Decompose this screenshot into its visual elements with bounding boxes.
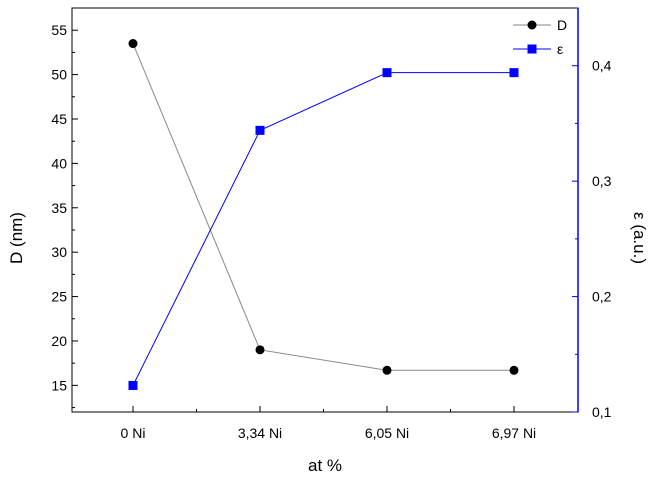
left-tick-label: 45 <box>51 111 67 127</box>
right-tick-label: 0,3 <box>592 173 612 189</box>
data-point-d <box>382 365 392 375</box>
data-point-epsilon <box>255 125 265 135</box>
left-tick-label: 30 <box>51 244 67 260</box>
legend-label: D <box>557 17 567 33</box>
x-tick-label: 0 Ni <box>121 425 146 441</box>
data-point-epsilon <box>509 68 519 78</box>
right-axis-title: ε (a.u.) <box>630 212 649 264</box>
series-line-d <box>132 43 514 371</box>
right-tick-label: 0,1 <box>592 404 612 420</box>
series-layer <box>128 39 519 390</box>
series-line-epsilon <box>132 72 514 386</box>
x-axis: 0 Ni 3,34 Ni 6,05 Ni 6,97 Ni <box>121 406 536 441</box>
left-tick-label: 55 <box>51 22 67 38</box>
left-tick-label: 25 <box>51 289 67 305</box>
left-tick-label: 35 <box>51 200 67 216</box>
left-tick-label: 50 <box>51 67 67 83</box>
data-point-d <box>509 365 519 375</box>
x-tick-label: 3,34 Ni <box>238 425 282 441</box>
right-y-axis: 0,1 0,2 0,3 0,4 <box>572 7 612 420</box>
plot-area <box>71 7 579 413</box>
plot-frame <box>71 7 579 413</box>
x-tick-label: 6,05 Ni <box>365 425 409 441</box>
data-point-d <box>255 345 265 355</box>
left-tick-label: 40 <box>51 155 67 171</box>
legend-label: ε <box>557 41 563 57</box>
left-tick-label: 15 <box>51 377 67 393</box>
legend-marker-d <box>527 20 537 30</box>
data-point-epsilon <box>128 380 138 390</box>
data-point-epsilon <box>382 68 392 78</box>
x-axis-title: at % <box>308 456 342 475</box>
data-point-d <box>128 39 138 49</box>
x-tick-label: 6,97 Ni <box>492 425 536 441</box>
right-tick-label: 0,4 <box>592 58 612 74</box>
left-tick-label: 20 <box>51 333 67 349</box>
legend-marker-epsilon <box>527 44 537 54</box>
legend: Dε <box>513 17 567 57</box>
left-y-axis: 15 20 25 30 35 40 45 50 55 <box>51 22 78 409</box>
left-axis-title: D (nm) <box>7 212 26 264</box>
right-tick-label: 0,2 <box>592 289 612 305</box>
